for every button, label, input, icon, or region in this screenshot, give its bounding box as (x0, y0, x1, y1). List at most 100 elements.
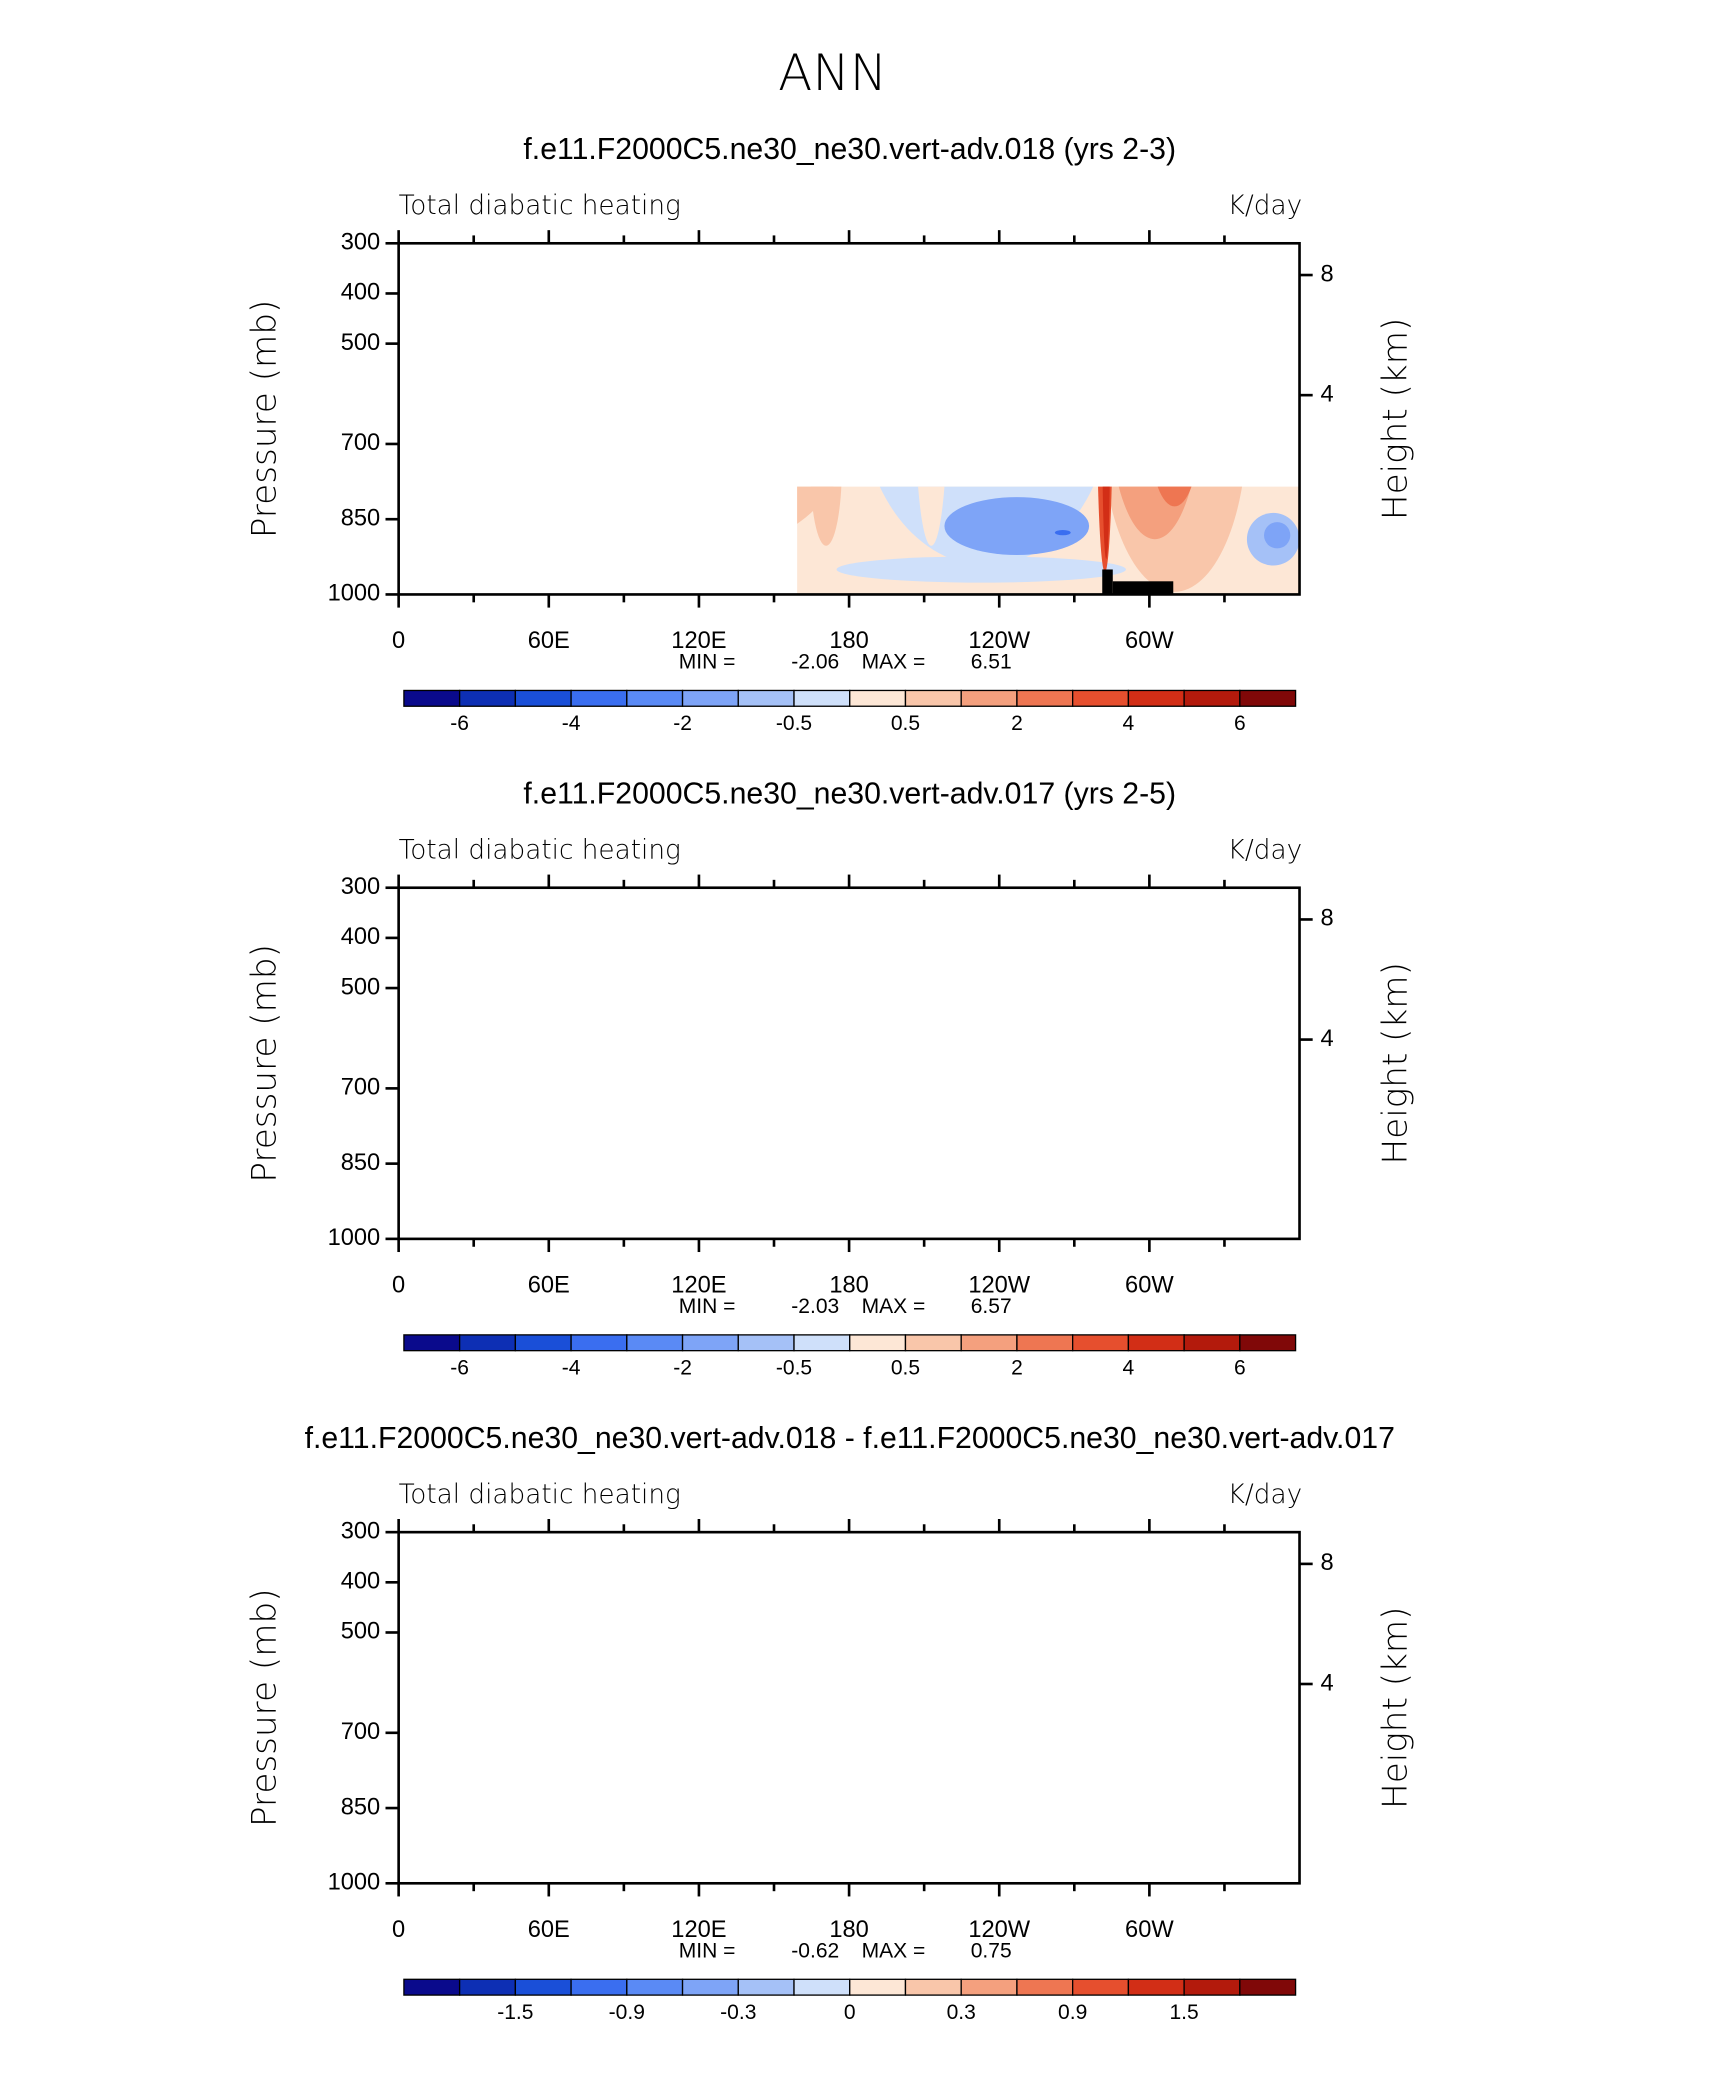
contour-region (1109, 907, 1201, 1183)
colorbar-box (1127, 689, 1185, 707)
y-axis-label: Pressure (mb) (244, 300, 284, 539)
colorbar-box (737, 1334, 795, 1352)
contour-region (944, 1142, 1089, 1200)
contour-region (1278, 316, 1286, 324)
contour-region (1098, 1558, 1119, 1663)
colorbar-label: 4 (1123, 712, 1135, 735)
y-tick-label: 1000 (328, 581, 381, 607)
left-string: Total diabatic heating (399, 1480, 681, 1510)
min-label: MIN = (679, 1295, 736, 1318)
colorbar-box (904, 689, 962, 707)
colorbar-box (960, 1334, 1018, 1352)
colorbar-box (458, 1334, 517, 1352)
contour-region (533, 888, 580, 1046)
contour-region (1102, 907, 1247, 1236)
x-tick-label: 60E (528, 628, 570, 654)
y-tick-label: 850 (341, 1150, 380, 1176)
topography (460, 559, 476, 595)
colorbar-box (849, 1978, 907, 1996)
topography (1113, 1226, 1173, 1239)
colorbar-box (960, 689, 1018, 707)
contour-region (856, 1519, 888, 1782)
contour-field (425, 243, 1304, 595)
topography (425, 569, 461, 594)
colorbar-box (570, 1978, 628, 1996)
contour-region (777, 1598, 809, 1808)
y-axis-label: Pressure (mb) (244, 1588, 284, 1827)
x-tick-label: 180 (829, 628, 868, 654)
contour-region (485, 1105, 501, 1223)
x-tick-label: 120W (968, 628, 1030, 654)
contour-region (1230, 243, 1304, 480)
y-tick-label: 400 (341, 924, 380, 950)
colorbar-box (681, 1978, 739, 1996)
contour-region (700, 1716, 716, 1821)
contour-region (898, 1637, 951, 1795)
contour-region (931, 1703, 970, 1808)
colorbar-box (1239, 1334, 1297, 1352)
colorbar-box (681, 689, 739, 707)
colorbar-box (1016, 1978, 1074, 1996)
y-tick-label: 500 (341, 1619, 380, 1645)
y2-axis-label: Height (km) (1375, 962, 1415, 1164)
colorbar-label: -1.5 (497, 2001, 533, 2024)
colorbar-label: 1.5 (1169, 2001, 1198, 2024)
contour-region (918, 486, 945, 546)
contour-field (399, 1493, 1317, 1884)
contour-region (1278, 960, 1286, 968)
contour-region (714, 289, 780, 407)
right-string: K/day (1228, 1480, 1302, 1510)
contour-region (1118, 486, 1191, 540)
colorbar-label: 6 (1234, 1357, 1246, 1380)
colorbar-label: 0.9 (1058, 2001, 1087, 2024)
topography (468, 1833, 494, 1883)
colorbar-box (1183, 1334, 1241, 1352)
colorbar-label: -0.3 (720, 2001, 756, 2024)
topography (495, 1858, 503, 1883)
plot-frame (397, 886, 1301, 1241)
contour-region (909, 270, 1072, 454)
contour-region (1107, 486, 1243, 592)
y-tick-label: 300 (341, 874, 380, 900)
colorbar-box (1127, 1334, 1185, 1352)
contour-region (497, 1558, 536, 1821)
contour-region (1264, 1167, 1290, 1193)
contour-background (399, 1532, 1300, 1883)
contour-region (1214, 1572, 1267, 1835)
x-tick-label: 120E (671, 628, 726, 654)
colorbar-box (514, 1978, 572, 1996)
contour-region (810, 486, 842, 546)
colorbar-box (514, 1334, 572, 1352)
contour-region (455, 322, 473, 401)
colorbar-box (793, 1334, 851, 1352)
colorbar-label: 2 (1011, 1357, 1023, 1380)
colorbar-label: 0.5 (891, 712, 920, 735)
y-tick-label: 500 (341, 974, 380, 1000)
colorbar-label: 2 (1011, 712, 1023, 735)
contour-background (399, 888, 1300, 1239)
colorbar-box (960, 1978, 1018, 1996)
topography (460, 1203, 476, 1239)
y-tick-label: 850 (341, 505, 380, 531)
colorbar-box (626, 689, 684, 707)
topography (425, 1858, 461, 1883)
contour-field (392, 875, 1303, 1256)
contour-region (425, 1506, 478, 1716)
max-label: MAX = (862, 650, 926, 673)
contour-region (737, 312, 758, 386)
colorbar-box (458, 1978, 517, 1996)
y2-axis-label: Height (km) (1375, 318, 1415, 520)
colorbar-label: 6 (1234, 712, 1246, 735)
topography (495, 569, 503, 594)
contour-region (497, 947, 510, 986)
topography (1102, 1214, 1113, 1239)
colorbar-box (737, 1978, 795, 1996)
contour-region (737, 956, 758, 1030)
y-tick-label: 300 (341, 230, 380, 256)
x-tick-label: 60E (528, 1917, 570, 1943)
contour-region (671, 1124, 692, 1203)
x-tick-label: 60W (1125, 1917, 1174, 1943)
colorbar-box (626, 1978, 684, 1996)
y2-tick-label: 4 (1321, 1026, 1334, 1052)
